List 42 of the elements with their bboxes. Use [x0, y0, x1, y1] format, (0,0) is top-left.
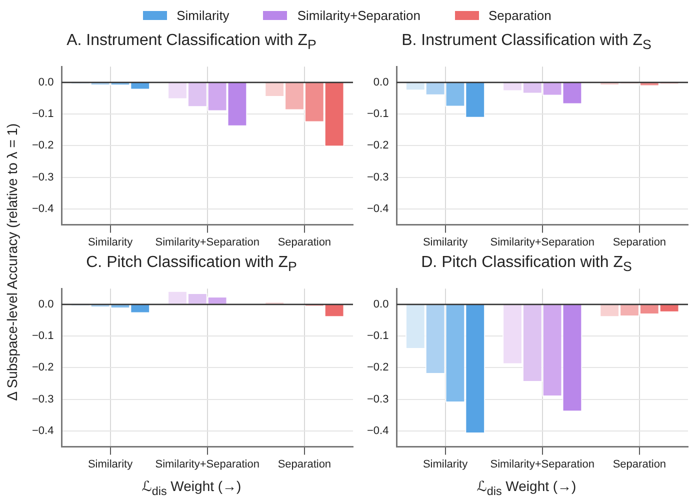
- x-axis-title: ℒ$_{dis}$ Weight (→): [476, 477, 576, 498]
- y-tick-label: −0.3: [32, 171, 54, 184]
- x-axis-title: ℒ$_{dis}$ Weight (→): [142, 477, 242, 498]
- y-tick-label: 0.0: [373, 76, 389, 88]
- x-tick-label: Separation: [612, 458, 666, 470]
- x-tick-label: Similarity: [422, 458, 468, 470]
- category-label: Similarity+Separation: [297, 8, 421, 22]
- y-tick-label: −0.4: [366, 203, 389, 216]
- x-tick-label: Separation: [612, 236, 666, 248]
- chart-title: A. Instrument Classification with Z$_{P}$: [66, 31, 316, 52]
- y-tick-label: 0.0: [38, 76, 54, 88]
- y-axis-title: Δ Subspace-level Accuracy (relative to λ = 1): [4, 123, 20, 401]
- y-tick-label: −0.1: [32, 330, 54, 342]
- x-tick-label: Separation: [278, 458, 332, 470]
- y-tick-label: −0.1: [366, 330, 389, 342]
- y-tick-label: −0.3: [366, 393, 389, 406]
- x-tick-label: Similarity+Separation: [155, 236, 260, 248]
- chart-title: D. Pitch Classification with Z$_{S}$: [421, 253, 632, 274]
- x-tick-label: Similarity: [88, 236, 134, 248]
- y-tick-label: −0.4: [366, 425, 389, 438]
- category-label: Separation: [488, 8, 552, 22]
- y-tick-label: −0.4: [32, 203, 54, 216]
- y-tick-label: −0.3: [366, 171, 389, 184]
- y-tick-label: 0.0: [38, 298, 54, 310]
- y-tick-label: −0.2: [366, 362, 389, 374]
- chart-title: C. Pitch Classification with Z$_{P}$: [86, 253, 297, 274]
- x-tick-label: Similarity+Separation: [155, 458, 260, 470]
- chart-title: B. Instrument Classification with Z$_{S}$: [402, 31, 652, 52]
- x-tick-label: Similarity+Separation: [490, 458, 594, 470]
- y-tick-label: −0.2: [32, 140, 54, 152]
- y-tick-label: −0.1: [366, 108, 389, 120]
- y-tick-label: −0.2: [366, 140, 389, 152]
- y-tick-label: −0.2: [32, 362, 54, 374]
- y-tick-label: −0.4: [32, 425, 54, 438]
- y-tick-label: −0.1: [32, 108, 54, 120]
- y-tick-label: −0.3: [32, 393, 54, 406]
- x-tick-label: Similarity: [88, 458, 134, 470]
- y-tick-label: 0.0: [373, 298, 389, 310]
- x-tick-label: Separation: [278, 236, 332, 248]
- category-label: Similarity: [176, 8, 230, 22]
- x-tick-label: Similarity: [422, 236, 468, 248]
- x-tick-label: Similarity+Separation: [490, 236, 594, 248]
